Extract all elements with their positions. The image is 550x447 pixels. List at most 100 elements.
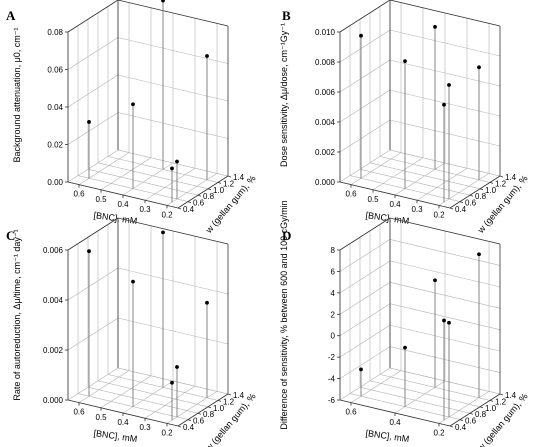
data-point — [205, 54, 209, 58]
z-tick — [479, 188, 484, 191]
floor-gridline — [372, 157, 424, 191]
z-tick — [459, 419, 464, 421]
x-axis-title: [BNC], mM — [365, 210, 410, 226]
floor-gridline — [78, 152, 130, 185]
floor-gridline — [350, 370, 402, 403]
z-tick — [499, 393, 504, 396]
data-point — [442, 318, 446, 323]
y-tick-label: 2 — [331, 310, 336, 319]
x-tick-label: 0.3 — [139, 205, 151, 214]
x-tick-label: 0.5 — [367, 195, 379, 204]
y-tick-label: 0.004 — [43, 296, 64, 305]
x-tick-label: 0.2 — [433, 210, 445, 219]
z-tick — [499, 175, 504, 178]
back-wall-gridline — [117, 317, 229, 345]
z-tick — [207, 406, 212, 409]
z-tick-label: 1.0 — [213, 186, 225, 195]
z-tick — [489, 400, 494, 402]
z-tick-label: 0.8 — [475, 192, 487, 201]
side-wall-gridline — [339, 303, 391, 336]
z-tick-label: 1.4 — [505, 391, 517, 400]
floor-gridline — [389, 367, 501, 395]
x-tick-label: 0.2 — [433, 428, 445, 437]
x-tick-label: 0.4 — [117, 418, 129, 427]
y-tick-label: 0.004 — [315, 118, 336, 127]
x-tick-label: 0.6 — [73, 190, 85, 199]
floor-gridline — [166, 391, 218, 424]
y-tick-label: 0.002 — [315, 148, 336, 157]
box-edge — [389, 0, 501, 27]
y-tick-label: -6 — [328, 396, 336, 405]
floor-gridline — [394, 380, 446, 414]
z-tick — [459, 201, 464, 203]
x-tick-label: 0.6 — [345, 190, 357, 199]
y-axis-title: Dose sensitivity, Δμ/dose, cm⁻¹Gy⁻¹ — [279, 23, 289, 167]
floor-gridline — [144, 385, 196, 419]
x-tick-label: 0.4 — [117, 200, 129, 209]
z-axis-line — [177, 393, 229, 427]
panel-d: D-6-4-2024680.60.40.20.40.60.81.01.21.4[… — [279, 200, 530, 447]
floor-gridline — [78, 370, 130, 403]
x-tick-label: 0.4 — [389, 200, 401, 209]
back-wall-gridline — [117, 112, 229, 139]
z-tick-label: 1.4 — [233, 173, 245, 182]
x-tick-label: 0.2 — [161, 428, 173, 437]
side-wall-gridline — [339, 367, 391, 401]
x-tick-label: 0.5 — [95, 413, 107, 422]
data-point — [161, 0, 165, 3]
panel-c: C0.0000.0020.0040.0060.60.50.40.30.20.40… — [6, 217, 258, 447]
z-tick — [449, 425, 454, 428]
y-tick-label: 0.010 — [315, 28, 336, 37]
data-point — [359, 33, 363, 38]
z-tick — [177, 425, 182, 428]
floor-gridline — [416, 167, 468, 201]
box-edge — [117, 0, 229, 27]
data-point — [131, 279, 135, 284]
z-tick — [469, 194, 474, 197]
panel-a: A0.000.020.040.060.080.60.50.40.30.20.40… — [6, 0, 258, 236]
data-point — [477, 252, 481, 257]
z-tick-label: 1.0 — [485, 186, 497, 195]
z-tick-label: 1.4 — [233, 391, 245, 400]
floor-gridline — [144, 167, 196, 201]
data-point — [161, 230, 165, 235]
floor-gridline — [359, 386, 471, 414]
data-point — [447, 83, 451, 87]
z-tick-label: 0.8 — [475, 410, 487, 419]
x-axis-title: [BNC], mM — [93, 210, 138, 226]
back-wall-gridline — [389, 239, 501, 266]
side-wall-gridline — [67, 112, 119, 145]
data-point — [175, 365, 179, 369]
box-edge — [339, 217, 391, 251]
floor-gridline — [438, 173, 490, 206]
side-wall-gridline — [339, 324, 391, 358]
z-tick-label: 0.4 — [183, 423, 195, 432]
panel-b: B 0.000 0.002 0.004 0.006 0.008 0.010 0.6 0.5 0.4… — [279, 0, 530, 236]
z-tick — [187, 201, 192, 203]
back-wall-gridline — [389, 89, 501, 117]
z-axis-line — [177, 175, 229, 209]
data-point — [433, 25, 437, 29]
z-tick — [217, 182, 222, 184]
y-tick-label: 0.000 — [315, 178, 336, 187]
y-tick-label: 0.006 — [43, 246, 64, 255]
floor-gridline — [122, 162, 174, 196]
back-wall-gridline — [389, 281, 501, 309]
y-tick-label: 0 — [331, 332, 336, 341]
z-tick-label: 1.2 — [495, 397, 507, 406]
z-tick — [227, 175, 232, 178]
y-axis-title: Difference of sensitivity, % between 600… — [279, 200, 289, 429]
z-tick-label: 1.2 — [495, 179, 507, 188]
z-tick — [449, 207, 454, 210]
data-point — [170, 166, 174, 171]
x-axis-title: [BNC], mM — [93, 428, 138, 444]
floor-gridline — [97, 380, 209, 408]
y-tick-label: 0.006 — [315, 88, 336, 97]
side-wall-gridline — [67, 267, 119, 301]
side-wall-gridline — [67, 317, 119, 351]
y-tick-label: 0.02 — [47, 141, 63, 150]
z-tick-label: 0.6 — [193, 199, 205, 208]
side-wall-gridline — [339, 346, 391, 379]
x-tick-label: 0.2 — [161, 210, 173, 219]
z-tick-label: 1.4 — [505, 173, 517, 182]
